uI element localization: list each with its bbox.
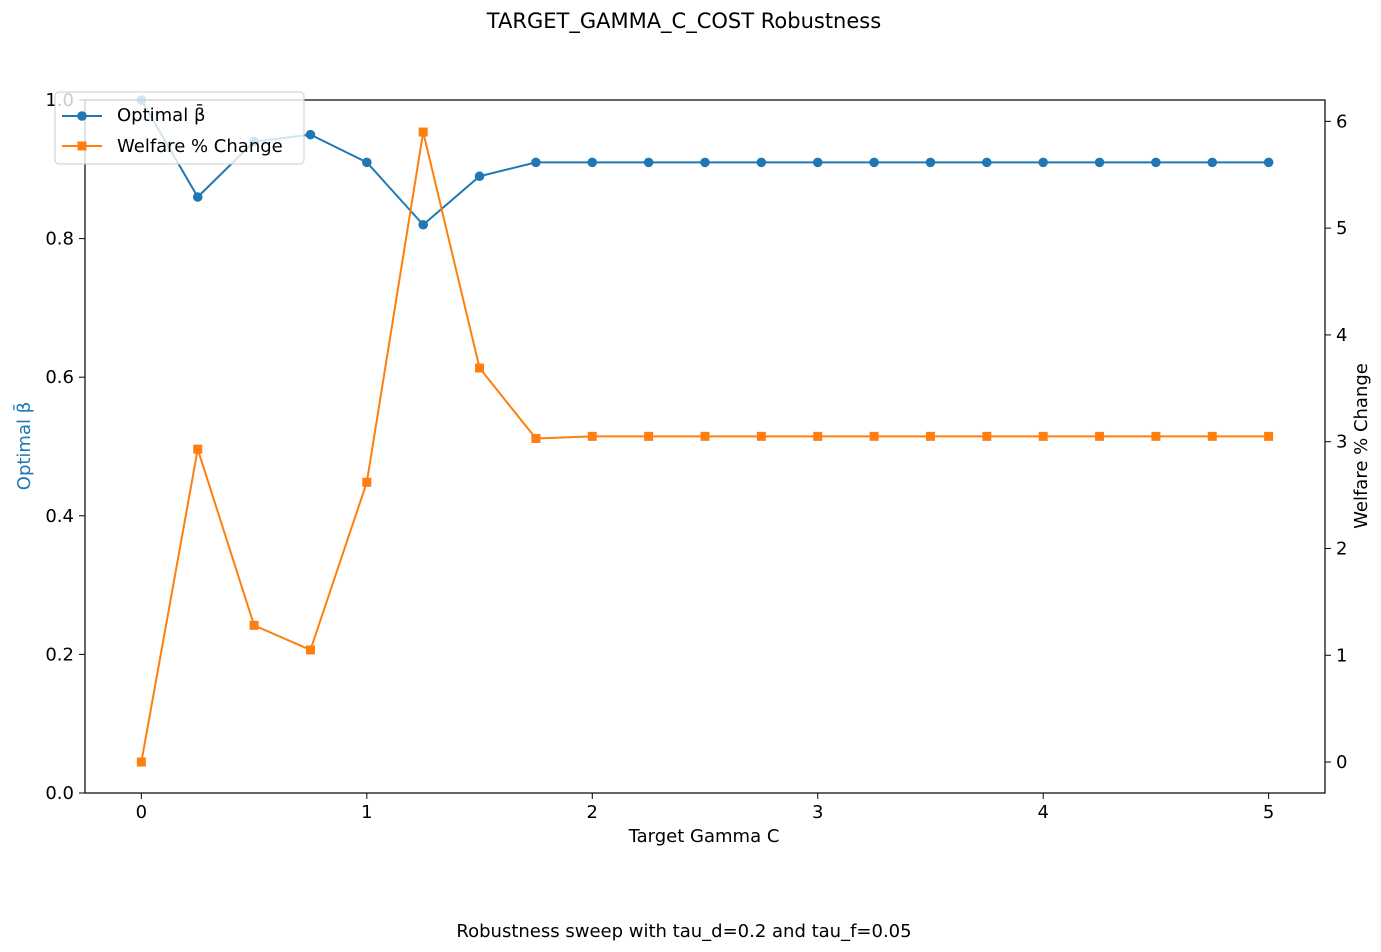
point-optimal-beta [192,192,203,202]
legend-marker-welfare [77,141,87,151]
point-welfare-change [925,431,935,441]
point-optimal-beta [418,219,428,230]
point-welfare-change [1264,431,1274,441]
point-optimal-beta [812,157,823,168]
point-welfare-change [1095,431,1105,441]
x-tick-label: 2 [587,802,598,823]
legend-marker-optimal-beta [77,111,87,121]
y-right-tick-label: 0 [1336,752,1347,773]
legend: Optimal β̄ Welfare % Change [54,91,305,165]
y-right-tick-label: 3 [1336,432,1347,453]
y-left-tick-label: 0.8 [45,229,74,250]
point-welfare-change [531,433,541,443]
point-welfare-change [1151,431,1161,441]
point-welfare-change [756,431,766,441]
point-optimal-beta [700,157,710,168]
point-optimal-beta [756,157,767,168]
point-optimal-beta [1263,157,1274,168]
point-optimal-beta [305,129,316,140]
point-optimal-beta [643,157,654,168]
point-welfare-change [1038,431,1048,441]
y-right-tick-label: 4 [1336,325,1347,346]
point-optimal-beta [1038,157,1048,168]
point-optimal-beta [1094,157,1105,168]
x-tick-label: 1 [361,802,372,823]
legend-label-optimal-beta: Optimal β̄ [117,104,205,126]
point-welfare-change [644,431,654,441]
chart-title: TARGET_GAMMA_C_COST Robustness [486,9,881,34]
y-right-tick-label: 5 [1336,218,1347,239]
point-optimal-beta [982,157,992,168]
point-optimal-beta [587,157,598,168]
y-axis-right-title: Welfare % Change [1351,363,1372,529]
plot-frame [84,99,1326,794]
x-axis-title: Target Gamma C [628,826,780,847]
point-optimal-beta [1207,157,1218,168]
y-right-tick-label: 1 [1336,645,1347,666]
point-welfare-change [869,431,879,441]
point-welfare-change [982,431,992,441]
y-right-tick-label: 2 [1336,538,1347,559]
x-tick-label: 5 [1263,802,1274,823]
point-welfare-change [362,477,372,487]
series-line-welfare-change [140,131,1269,763]
point-optimal-beta [869,157,879,168]
point-welfare-change [249,620,259,630]
point-welfare-change [587,431,597,441]
point-optimal-beta [1151,157,1161,168]
x-tick-label: 0 [136,802,147,823]
point-welfare-change [418,127,428,137]
plot-marks [136,95,1274,767]
point-optimal-beta [531,157,541,168]
point-welfare-change [305,645,315,655]
point-welfare-change [700,431,710,441]
point-welfare-change [1207,431,1217,441]
y-left-tick-label: 0.2 [45,644,74,665]
x-tick-label: 3 [812,802,823,823]
point-optimal-beta [925,157,936,168]
point-optimal-beta [474,171,485,182]
point-optimal-beta [362,157,372,168]
legend-box [54,91,305,165]
point-welfare-change [136,757,146,767]
y-right-tick-label: 6 [1336,111,1347,132]
legend-label-welfare: Welfare % Change [117,136,283,157]
y-axis-left-title: Optimal β̄ [13,402,35,490]
y-left-tick-label: 0.0 [45,783,74,804]
y-left-tick-label: 0.4 [45,506,74,527]
point-welfare-change [193,444,203,454]
y-left-tick-label: 0.6 [45,367,74,388]
chart-caption: Robustness sweep with tau_d=0.2 and tau_… [456,921,911,942]
x-tick-label: 4 [1037,802,1048,823]
point-welfare-change [813,431,823,441]
point-welfare-change [475,363,485,373]
